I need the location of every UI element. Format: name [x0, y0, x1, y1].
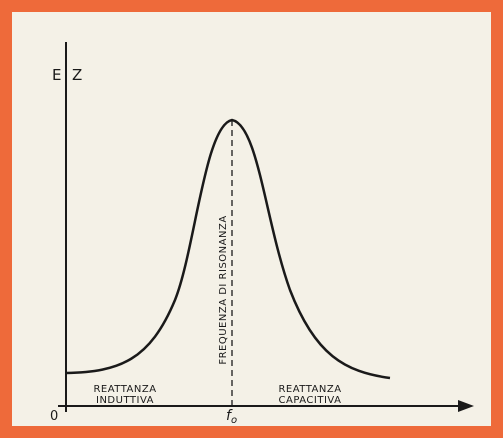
region-line: REATTANZA — [93, 384, 156, 395]
f-main: f — [226, 408, 233, 424]
region-line: CAPACITIVA — [279, 395, 342, 406]
resonance-label: FREQUENZA DI RISONANZA — [218, 215, 229, 364]
region-line: INDUTTIVA — [96, 395, 154, 406]
x-arrow — [458, 400, 474, 412]
resonance-frequency: fo — [226, 408, 237, 426]
f-sub: o — [231, 415, 237, 426]
background — [12, 12, 491, 426]
impedance-curve — [65, 118, 391, 380]
axis-label-z: Z — [72, 66, 82, 84]
origin-label: 0 — [50, 409, 58, 424]
region-line: REATTANZA — [278, 384, 341, 395]
axis-label-e: E — [52, 66, 61, 84]
